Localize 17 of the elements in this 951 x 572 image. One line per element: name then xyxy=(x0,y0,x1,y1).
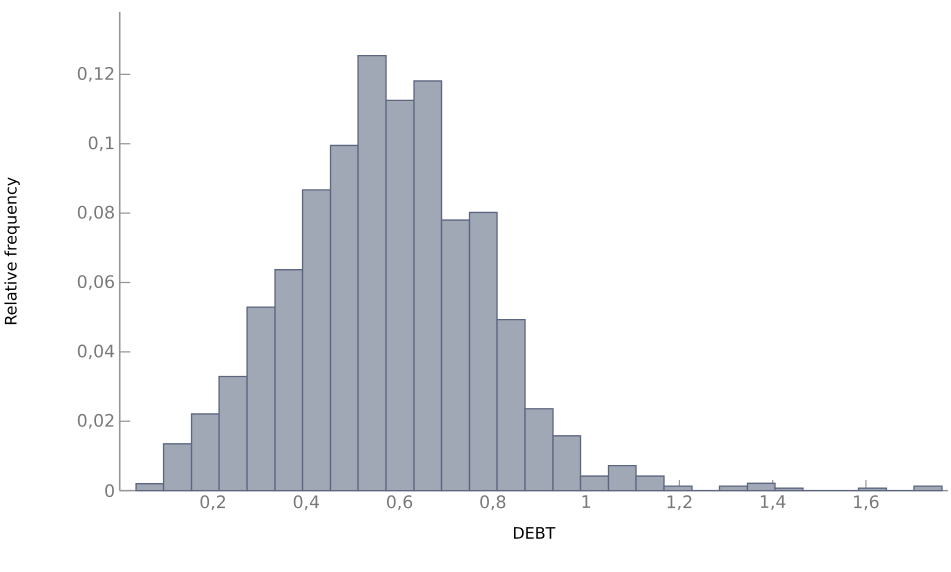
x-tick-label: 1,6 xyxy=(854,495,879,510)
x-tick-label: 1,2 xyxy=(668,495,692,510)
x-axis-title: DEBT xyxy=(514,527,556,539)
x-tick-label: 1 xyxy=(582,495,590,508)
y-tick-label: 0,02 xyxy=(78,414,114,429)
y-tick-label: 0,12 xyxy=(78,66,114,82)
y-tick-label: 0 xyxy=(105,484,114,498)
x-tick-label: 1,4 xyxy=(760,495,786,510)
x-tick-label: 0,2 xyxy=(200,495,225,510)
x-tick-label: 0,6 xyxy=(387,495,412,510)
x-tick-label: 0,8 xyxy=(480,495,506,510)
y-axis-title: Relative frequency xyxy=(4,177,20,324)
y-tick-label: 0,04 xyxy=(78,344,114,360)
x-tick-label: 0,4 xyxy=(294,495,320,510)
y-tick-label: 0,08 xyxy=(78,206,114,220)
y-tick-label: 0,1 xyxy=(88,136,114,152)
y-tick-label: 0,06 xyxy=(78,275,114,290)
